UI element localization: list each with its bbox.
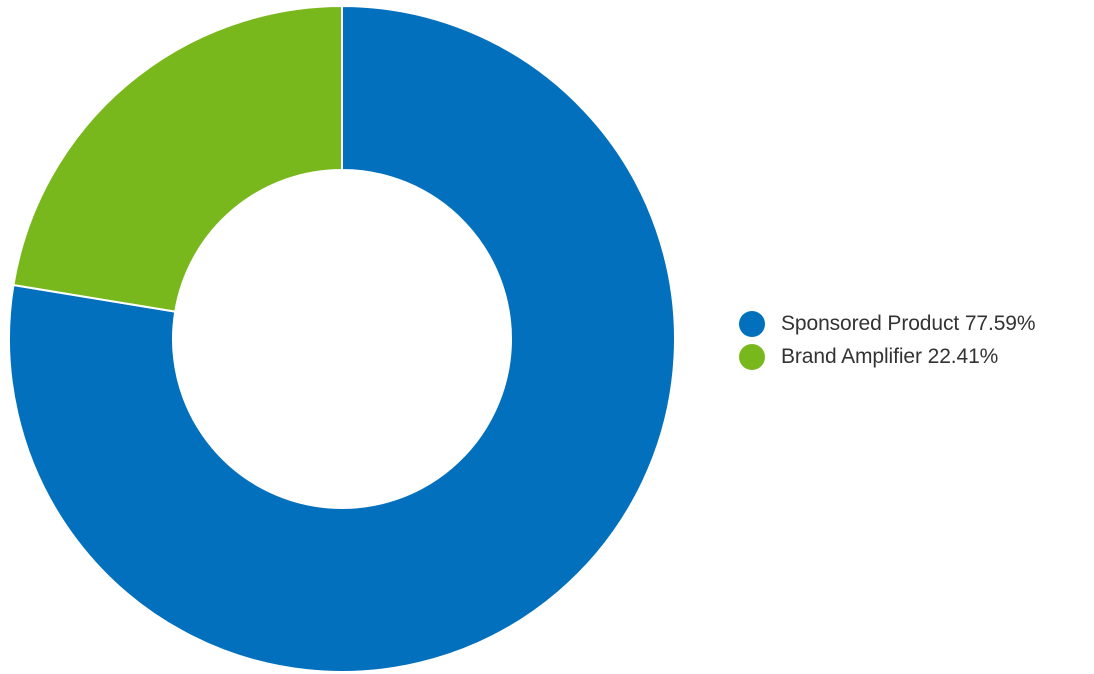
legend-item-sponsored-product[interactable]: Sponsored Product 77.59% bbox=[739, 311, 1036, 337]
legend-swatch-brand-amplifier bbox=[739, 344, 765, 370]
legend-swatch-sponsored-product bbox=[739, 311, 765, 337]
legend-label-sponsored-product: Sponsored Product 77.59% bbox=[781, 312, 1036, 335]
donut-slice-sponsored-product[interactable] bbox=[8, 4, 676, 673]
donut-slice-brand-amplifier[interactable] bbox=[12, 4, 343, 313]
legend-label-brand-amplifier: Brand Amplifier 22.41% bbox=[781, 345, 999, 368]
legend-item-brand-amplifier[interactable]: Brand Amplifier 22.41% bbox=[739, 344, 1035, 370]
chart-legend: Sponsored Product 77.59% Brand Amplifier… bbox=[739, 311, 1036, 370]
